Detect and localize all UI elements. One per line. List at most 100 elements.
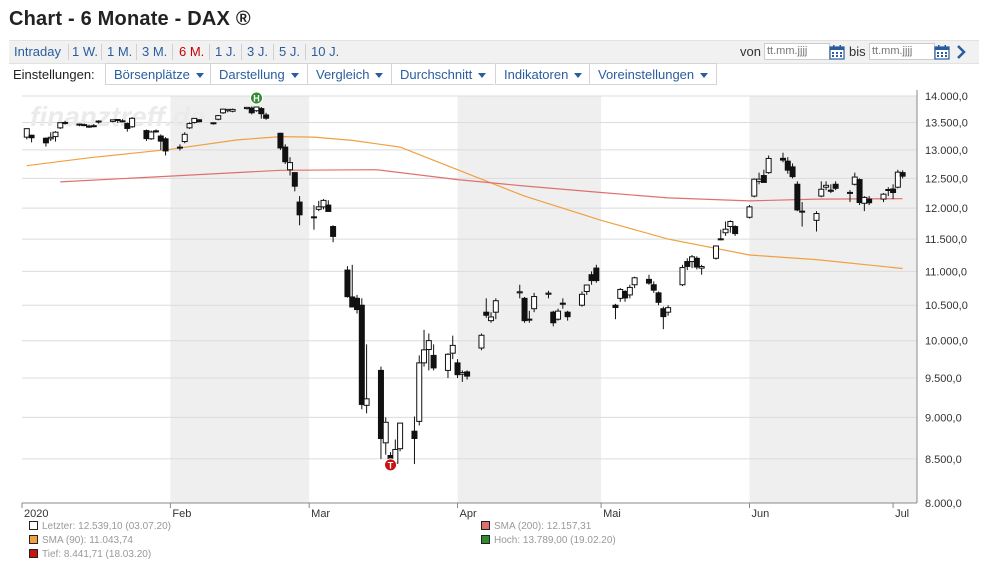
menu-label: Vergleich — [316, 67, 370, 82]
tab-1-year[interactable]: 1 J. — [215, 44, 236, 59]
tab-1-week[interactable]: 1 W. — [72, 44, 99, 59]
candle-body — [622, 291, 629, 299]
candle-body — [90, 125, 97, 128]
menu-boersenplaetze[interactable]: Börsenplätze — [105, 63, 212, 85]
tab-1-month[interactable]: 1 M. — [107, 44, 133, 59]
low-marker — [384, 458, 398, 472]
range-toolbar: Intraday 1 W. 1 M. 3 M. 6 M. 1 J. 3 J. 5… — [9, 40, 979, 64]
tab-3-years[interactable]: 3 J. — [247, 44, 268, 59]
y-tick-label: 13.500,0 — [925, 117, 968, 129]
candle-body — [818, 188, 825, 197]
candle-body — [751, 178, 758, 197]
candle-body — [416, 362, 423, 422]
candle-body — [832, 183, 839, 189]
candle-body — [86, 125, 93, 128]
candle-body — [52, 131, 59, 138]
menu-label: Börsenplätze — [114, 67, 190, 82]
candle-body — [287, 162, 294, 171]
candle-body — [377, 369, 384, 439]
candle-body — [449, 344, 456, 354]
candle-body — [325, 204, 332, 212]
candle-body — [263, 114, 270, 119]
candle-body — [827, 189, 834, 192]
tab-intraday[interactable]: Intraday — [14, 44, 61, 59]
candle-body — [119, 120, 126, 123]
candle-body — [880, 193, 887, 200]
legend-swatch — [29, 535, 38, 544]
y-tick-label: 12.500,0 — [925, 173, 968, 185]
range-separator — [136, 44, 137, 60]
candle-body — [62, 121, 69, 124]
candle-body — [545, 292, 552, 295]
candle-body — [885, 189, 892, 192]
tab-3-months[interactable]: 3 M. — [142, 44, 168, 59]
candle-body — [483, 311, 490, 316]
candle-body — [349, 296, 356, 308]
candle-body — [196, 119, 203, 123]
candle-body — [813, 213, 820, 221]
tab-10-years[interactable]: 10 J. — [311, 44, 340, 59]
menu-darstellung[interactable]: Darstellung — [210, 63, 307, 85]
candle-body — [291, 172, 298, 187]
candle-body — [114, 118, 121, 121]
legend-low: Tief: 8.441,71 (18.03.20) — [29, 549, 151, 560]
candle-body — [109, 119, 116, 122]
caret-down-icon — [700, 73, 709, 79]
x-tick-label: Mai — [603, 508, 621, 520]
candle-body — [899, 172, 906, 177]
tab-6-months[interactable]: 6 M. — [179, 44, 205, 59]
menu-indikatoren[interactable]: Indikatoren — [495, 63, 591, 85]
date-from-input[interactable] — [764, 43, 830, 60]
calendar-icon[interactable] — [934, 44, 950, 60]
candle-body — [717, 238, 724, 241]
date-to-label: bis — [849, 44, 866, 59]
candle-body — [856, 179, 863, 203]
candle-body — [655, 292, 662, 303]
tab-5-years[interactable]: 5 J. — [279, 44, 300, 59]
candle-body — [354, 297, 361, 311]
candle-body — [176, 146, 183, 149]
candle-body — [430, 354, 437, 369]
candle-body — [593, 267, 600, 282]
candle-body — [665, 307, 672, 313]
x-tick-label: Apr — [460, 508, 477, 520]
chevron-right-icon[interactable] — [955, 44, 967, 60]
candle-body — [57, 122, 64, 129]
candle-body — [344, 269, 351, 298]
candle-body — [894, 171, 901, 188]
candle-body — [81, 124, 88, 127]
y-tick-label: 11.500,0 — [925, 234, 967, 246]
candle-body — [315, 206, 322, 210]
date-to-input[interactable] — [869, 43, 935, 60]
candle-body — [95, 120, 102, 123]
menu-vergleich[interactable]: Vergleich — [307, 63, 392, 85]
candle-body — [229, 108, 236, 112]
range-separator — [101, 44, 102, 60]
candle-body — [789, 166, 796, 178]
candle-body — [478, 334, 485, 349]
candle-body — [645, 278, 652, 284]
candle-body — [689, 256, 696, 263]
menu-durchschnitt[interactable]: Durchschnitt — [391, 63, 495, 85]
candle-body — [746, 206, 753, 218]
calendar-icon[interactable] — [829, 44, 845, 60]
candle-body — [220, 108, 227, 114]
candle-body — [23, 128, 30, 138]
menu-label: Darstellung — [219, 67, 285, 82]
series-line — [26, 135, 903, 270]
legend-swatch — [481, 521, 490, 530]
y-tick-label: 8.000,0 — [925, 498, 962, 510]
menu-voreinstellungen[interactable]: Voreinstellungen — [589, 63, 718, 85]
x-tick-label: Feb — [172, 508, 191, 520]
range-separator — [172, 44, 173, 60]
y-tick-label: 14.000,0 — [925, 91, 968, 103]
y-tick-label: 11.000,0 — [925, 266, 967, 278]
y-tick-label: 8.500,0 — [925, 454, 962, 466]
menu-label: Durchschnitt — [400, 67, 473, 82]
candle-body — [794, 183, 801, 211]
candle-body — [799, 210, 806, 213]
candle-body — [425, 340, 432, 350]
candle-body — [153, 130, 160, 133]
legend-sma90-text: SMA (90): 11.043,74 — [42, 535, 133, 546]
candle-body — [320, 199, 327, 208]
